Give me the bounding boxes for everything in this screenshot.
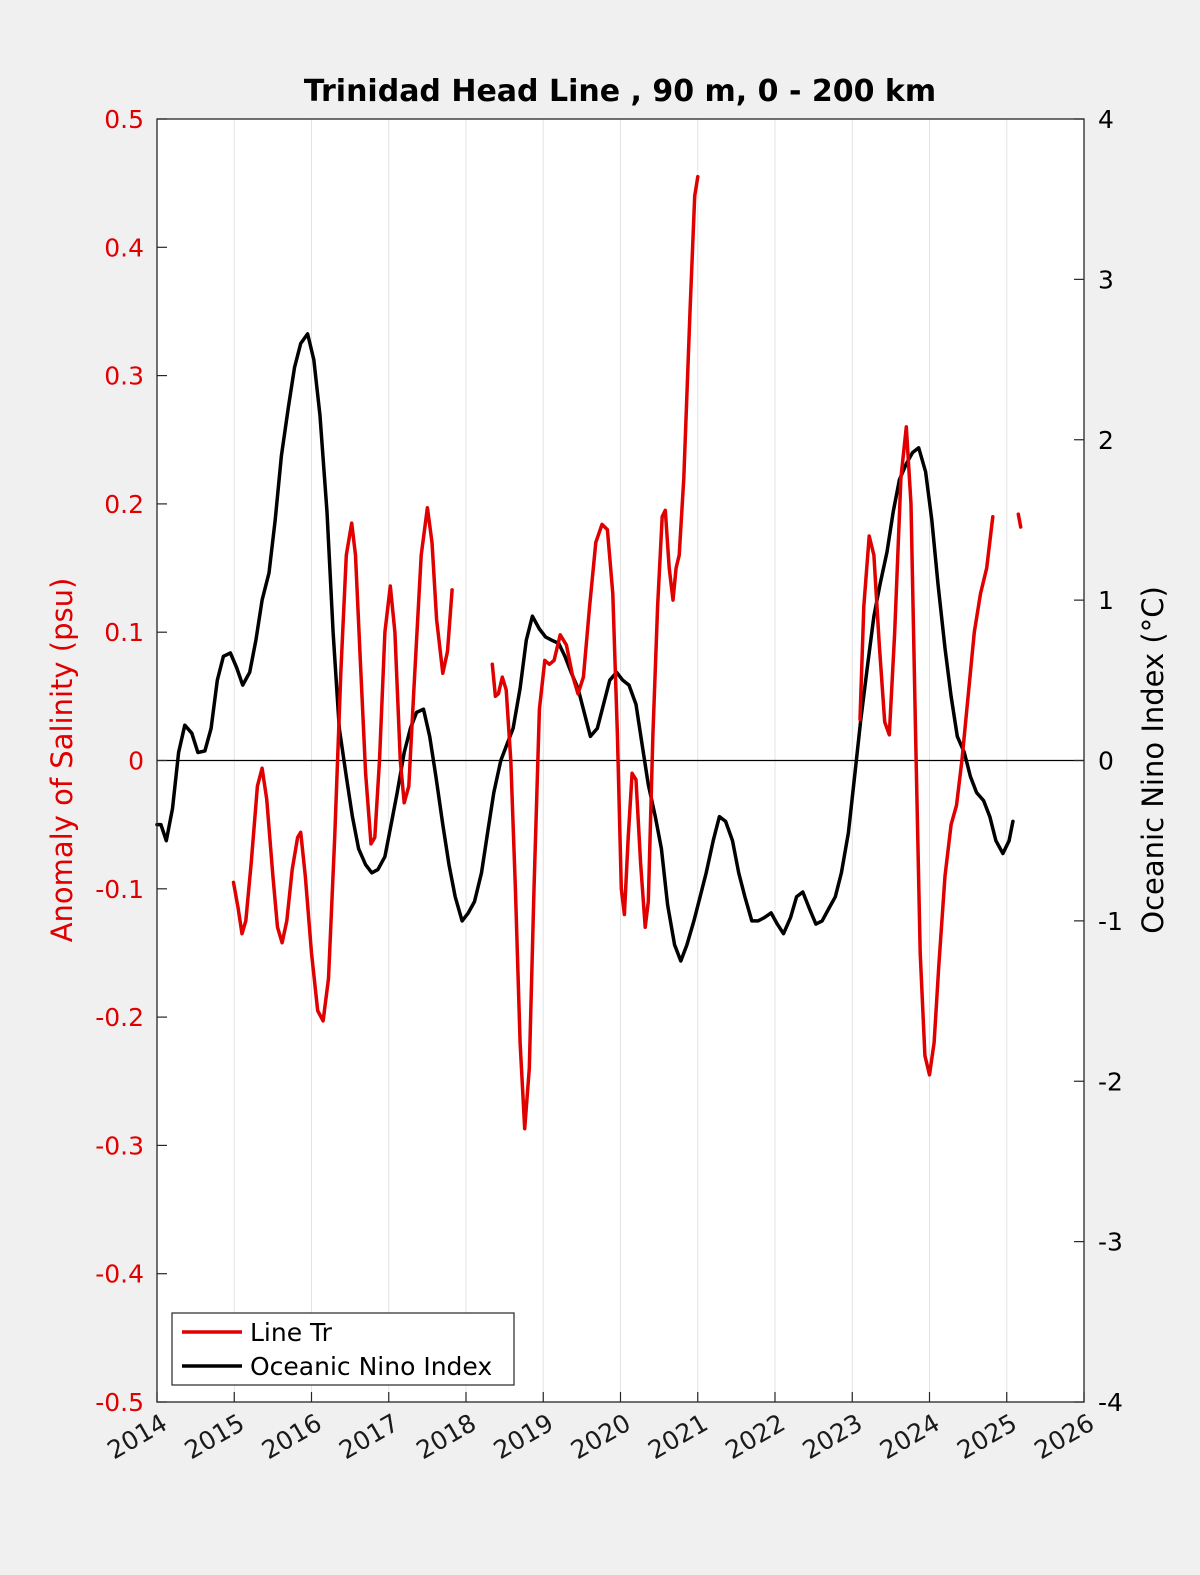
x-tick-label: 2015 (180, 1408, 250, 1465)
salinity-line-segment (1016, 512, 1023, 529)
oni-line (155, 332, 1015, 963)
left-tick-label: 0.2 (104, 490, 144, 519)
salinity-line-segment (231, 505, 454, 1023)
left-tick-label: 0.1 (104, 618, 144, 647)
x-tick-label: 2020 (566, 1408, 636, 1465)
left-tick-label: -0.4 (95, 1260, 144, 1289)
legend-label-salinity: Line Tr (250, 1318, 333, 1347)
left-tick-label: -0.3 (95, 1131, 144, 1160)
x-tick-label: 2021 (643, 1408, 713, 1465)
left-tick-label: 0.3 (104, 362, 144, 391)
legend: Line Tr Oceanic Nino Index (171, 1312, 515, 1386)
salinity-line-segment (490, 174, 700, 1131)
left-tick-label: -0.5 (95, 1388, 144, 1417)
x-tick-label: 2019 (489, 1408, 559, 1465)
left-tick-label: 0.5 (104, 105, 144, 134)
x-tick-label: 2022 (720, 1408, 790, 1465)
left-tick-label: -0.2 (95, 1003, 144, 1032)
right-tick-label: 1 (1098, 586, 1114, 615)
right-tick-label: -2 (1098, 1067, 1123, 1096)
salinity-line-segment (858, 425, 995, 1077)
right-tick-label: -4 (1098, 1388, 1123, 1417)
left-axis-label: Anomaly of Salinity (psu) (45, 578, 79, 943)
x-tick-label: 2017 (334, 1408, 404, 1465)
right-tick-label: 0 (1098, 747, 1114, 776)
right-tick-label: 2 (1098, 426, 1114, 455)
chart-title: Trinidad Head Line , 90 m, 0 - 200 km (304, 74, 936, 109)
right-tick-label: -3 (1098, 1228, 1123, 1257)
oni-series-group (155, 332, 1015, 963)
x-tick-label: 2023 (798, 1408, 868, 1465)
right-tick-label: 4 (1098, 105, 1114, 134)
legend-box (171, 1312, 515, 1386)
right-axis-label: Oceanic Nino Index (°C) (1136, 586, 1170, 934)
x-tick-label: 2018 (411, 1408, 481, 1465)
x-tick-label: 2025 (952, 1408, 1022, 1465)
salinity-series-group (231, 174, 1023, 1131)
x-tick-label: 2026 (1029, 1408, 1099, 1465)
right-axis: -4 -3 -2 -1 0 1 2 3 4 (1074, 105, 1123, 1417)
legend-label-oni: Oceanic Nino Index (250, 1352, 492, 1381)
x-axis: 2014 2015 2016 2017 2018 2019 2020 2021 2022 2023… (102, 1392, 1099, 1465)
left-tick-label: 0 (128, 747, 144, 776)
left-tick-label: 0.4 (104, 233, 144, 262)
left-tick-label: -0.1 (95, 875, 144, 904)
left-axis: -0.5 -0.4 -0.3 -0.2 -0.1 0 0.1 0.2 0.3 0.4 0.5 (95, 105, 167, 1417)
x-tick-label: 2024 (875, 1408, 945, 1465)
x-tick-label: 2016 (257, 1408, 327, 1465)
right-tick-label: 3 (1098, 265, 1114, 294)
right-tick-label: -1 (1098, 907, 1123, 936)
